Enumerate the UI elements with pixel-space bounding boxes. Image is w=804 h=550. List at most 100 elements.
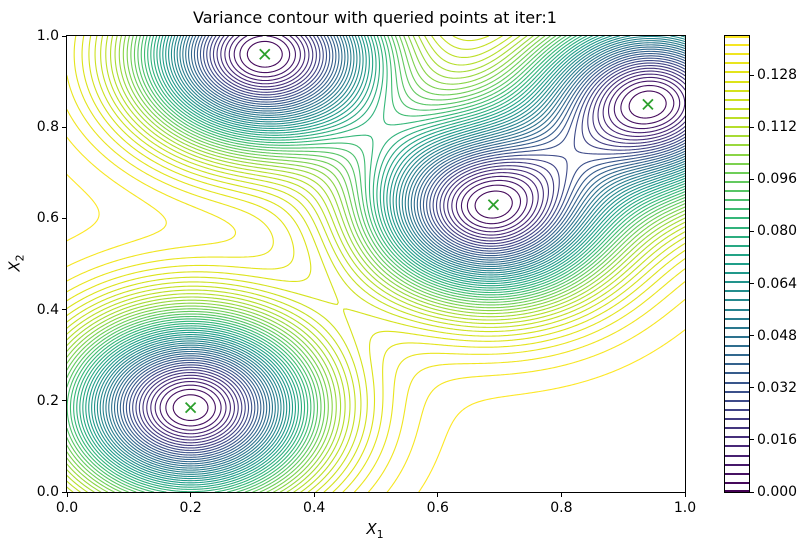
colorbar-level-line <box>725 126 749 129</box>
x-tick-mark <box>437 493 439 497</box>
colorbar <box>724 35 750 493</box>
colorbar-tick-mark <box>750 439 754 441</box>
colorbar-level-line <box>725 98 749 101</box>
y-axis-label: X2 <box>6 254 27 271</box>
colorbar-level-line <box>725 445 749 448</box>
colorbar-level-line <box>725 253 749 256</box>
contour-canvas <box>67 36 685 492</box>
x-tick-label: 0.2 <box>179 500 202 516</box>
colorbar-level-line <box>725 418 749 421</box>
colorbar-level-line <box>725 308 749 311</box>
colorbar-level-line <box>725 381 749 384</box>
colorbar-tick-label: 0.064 <box>757 275 798 292</box>
colorbar-level-line <box>725 153 749 156</box>
colorbar-tick-label: 0.016 <box>757 431 798 448</box>
colorbar-level-line <box>725 107 749 110</box>
y-tick-label: 0.6 <box>36 210 59 227</box>
colorbar-level-line <box>725 144 749 147</box>
colorbar-level-line <box>725 62 749 65</box>
x-tick-label: 0.6 <box>426 500 449 516</box>
colorbar-tick-label: 0.048 <box>757 327 798 344</box>
colorbar-level-line <box>725 390 749 393</box>
colorbar-level-line <box>725 290 749 293</box>
colorbar-level-line <box>725 363 749 366</box>
x-axis-label: X1 <box>66 520 684 541</box>
colorbar-tick-mark <box>750 335 754 337</box>
queried-point-marker <box>642 98 654 111</box>
colorbar-level-line <box>725 281 749 284</box>
x-tick-mark <box>684 493 686 497</box>
colorbar-level-line <box>725 399 749 402</box>
colorbar-level-line <box>725 180 749 183</box>
colorbar-level-line <box>725 299 749 302</box>
colorbar-level-line <box>725 89 749 92</box>
colorbar-level-line <box>725 71 749 74</box>
colorbar-level-line <box>725 244 749 247</box>
colorbar-level-line <box>725 199 749 202</box>
colorbar-level-line <box>725 408 749 411</box>
x-tick-mark <box>560 493 562 497</box>
colorbar-level-line <box>725 372 749 375</box>
colorbar-tick-label: 0.080 <box>757 223 798 240</box>
chart-title: Variance contour with queried points at … <box>193 8 557 27</box>
colorbar-tick-label: 0.000 <box>757 484 798 500</box>
colorbar-tick-label: 0.112 <box>757 119 798 136</box>
colorbar-tick-mark <box>750 126 754 128</box>
colorbar-level-line <box>725 135 749 138</box>
colorbar-level-line <box>725 463 749 466</box>
colorbar-level-line <box>725 263 749 265</box>
y-tick-label: 0.2 <box>36 392 59 409</box>
x-axis-label-sub: 1 <box>376 528 384 541</box>
x-tick-mark <box>66 493 68 497</box>
x-tick-mark <box>313 493 315 497</box>
y-tick-label: 1.0 <box>36 28 59 44</box>
colorbar-tick-mark <box>750 230 754 232</box>
colorbar-level-line <box>725 226 749 229</box>
colorbar-level-line <box>725 235 749 238</box>
y-tick-label: 0.0 <box>36 484 59 500</box>
colorbar-level-line <box>725 80 749 83</box>
colorbar-level-line <box>725 208 749 211</box>
colorbar-level-line <box>725 490 749 492</box>
queried-point-marker <box>259 48 271 60</box>
colorbar-tick-mark <box>750 491 754 493</box>
colorbar-level-line <box>725 162 749 165</box>
colorbar-tick-mark <box>750 178 754 180</box>
colorbar-level-line <box>725 272 749 275</box>
colorbar-level-line <box>725 36 749 38</box>
colorbar-level-line <box>725 53 749 56</box>
colorbar-level-line <box>725 472 749 475</box>
y-axis-label-sub: 2 <box>13 254 27 262</box>
colorbar-level-line <box>725 217 749 220</box>
colorbar-level-line <box>725 44 749 47</box>
colorbar-level-line <box>725 354 749 357</box>
queried-points-layer <box>184 48 654 414</box>
y-tick-label: 0.4 <box>36 301 59 318</box>
x-axis-label-base: X <box>366 520 377 538</box>
colorbar-level-line <box>725 190 749 193</box>
colorbar-level-line <box>725 345 749 348</box>
colorbar-tick-label: 0.032 <box>757 379 798 396</box>
colorbar-level-line <box>725 171 749 174</box>
colorbar-level-line <box>725 117 749 120</box>
colorbar-tick-mark <box>750 74 754 76</box>
y-tick-label: 0.8 <box>36 119 59 136</box>
colorbar-level-line <box>725 326 749 329</box>
colorbar-level-line <box>725 427 749 430</box>
colorbar-tick-mark <box>750 283 754 285</box>
colorbar-level-line <box>725 436 749 439</box>
colorbar-tick-label: 0.096 <box>757 171 798 188</box>
colorbar-level-line <box>725 454 749 457</box>
x-tick-label: 1.0 <box>673 500 697 516</box>
colorbar-level-line <box>725 317 749 320</box>
plot-area <box>66 35 686 493</box>
x-tick-label: 0.0 <box>55 500 79 516</box>
colorbar-tick-label: 0.128 <box>757 67 798 84</box>
queried-point-marker <box>184 402 197 414</box>
colorbar-tick-mark <box>750 387 754 389</box>
x-tick-mark <box>190 493 192 497</box>
x-tick-label: 0.4 <box>303 500 326 516</box>
y-axis-label-base: X <box>5 261 24 272</box>
colorbar-level-line <box>725 335 749 338</box>
